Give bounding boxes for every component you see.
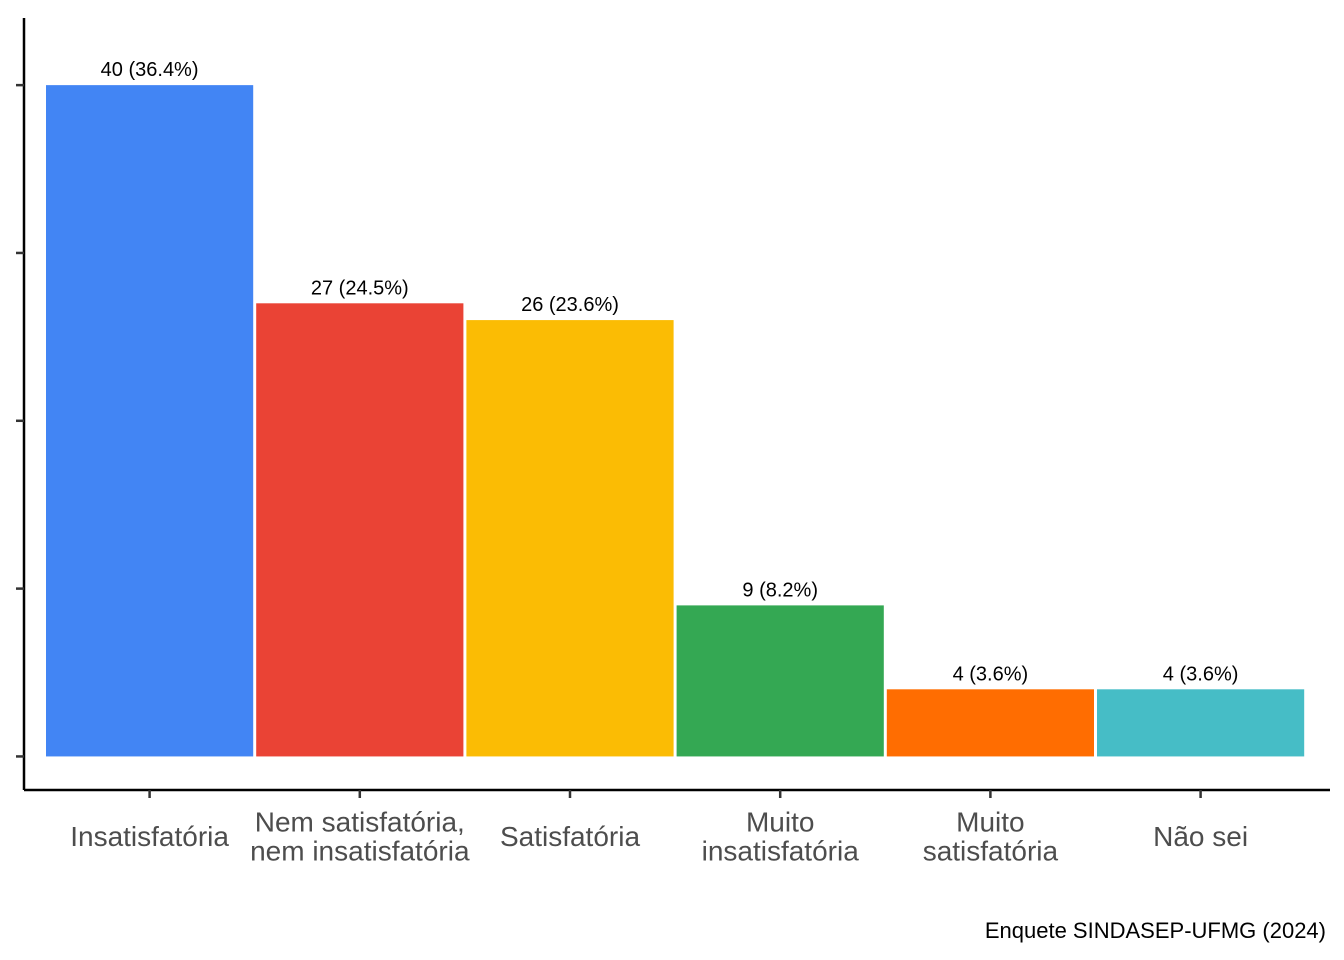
bar-4 xyxy=(676,605,884,757)
bar-data-label: 26 (23.6%) xyxy=(521,294,619,316)
axes-group xyxy=(22,18,1330,792)
bar-5 xyxy=(886,689,1094,757)
x-tick-labels-group: Insatisfatória Nem satisfatória, nem insat… xyxy=(70,807,1248,867)
chart-caption: Enquete SINDASEP-UFMG (2024) xyxy=(985,918,1326,943)
bar-3 xyxy=(466,320,674,757)
bar-data-label: 4 (3.6%) xyxy=(1163,663,1239,685)
bar-1 xyxy=(46,85,254,757)
bars-group xyxy=(46,85,1305,757)
bar-6 xyxy=(1097,689,1305,757)
bar-2 xyxy=(256,303,464,757)
bar-data-label: 9 (8.2%) xyxy=(742,579,818,601)
y-ticks-group xyxy=(16,83,24,758)
bar-data-label: 40 (36.4%) xyxy=(101,59,199,81)
bar-data-label: 4 (3.6%) xyxy=(953,663,1029,685)
x-tick-label: Muito satisfatória xyxy=(923,807,1059,867)
x-tick-label: Satisfatória xyxy=(500,821,640,852)
x-tick-label: Não sei xyxy=(1153,821,1248,852)
x-tick-label: Muito insatisfatória xyxy=(702,807,860,867)
x-tick-label: Nem satisfatória, nem insatisfatória xyxy=(250,807,470,867)
bar-labels-group: 40 (36.4%) 27 (24.5%) 26 (23.6%) 9 (8.2%) 4 … xyxy=(101,59,1239,685)
bar-data-label: 27 (24.5%) xyxy=(311,277,409,299)
x-ticks-group xyxy=(148,790,1202,798)
x-tick-label: Insatisfatória xyxy=(70,821,229,852)
